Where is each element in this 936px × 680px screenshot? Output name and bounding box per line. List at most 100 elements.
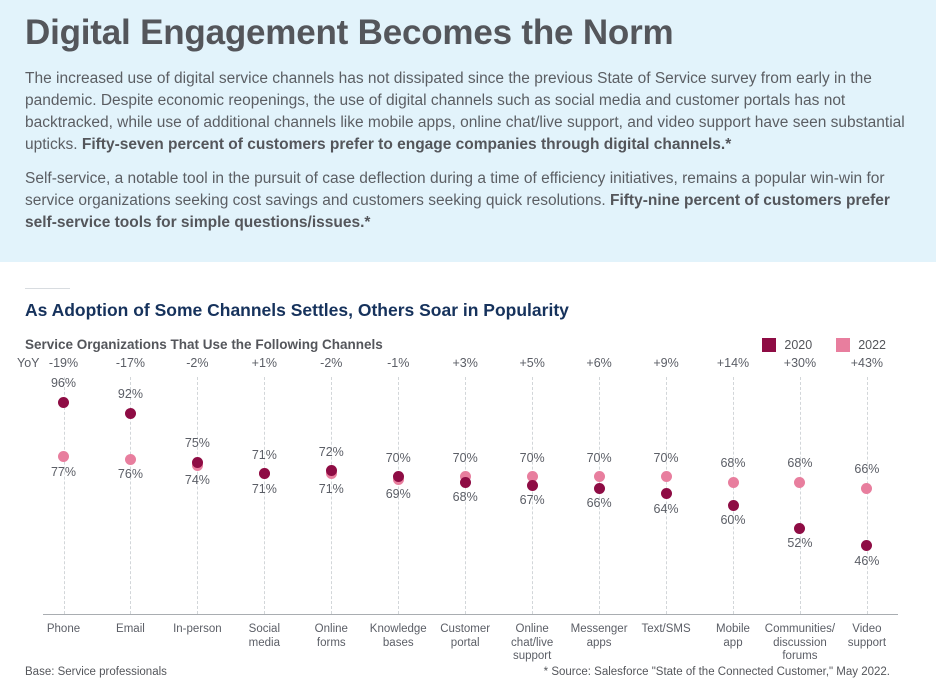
value-label-2022: 76% [117, 467, 143, 482]
category-gridline [398, 377, 400, 614]
yoy-value: +14% [716, 356, 750, 370]
yoy-value: +30% [783, 356, 817, 370]
yoy-value: -17% [115, 356, 146, 370]
source-note: * Source: Salesforce "State of the Conne… [543, 666, 890, 678]
category-label: Knowledge bases [369, 623, 427, 649]
value-label-2022: 68% [787, 456, 813, 471]
chart-subtitle: Service Organizations That Use the Follo… [25, 337, 383, 352]
category-label: Communities/ discussion forums [764, 623, 836, 662]
value-label-2020: 75% [184, 436, 210, 451]
dot-2022 [526, 471, 538, 483]
value-label-2022: 66% [854, 462, 880, 477]
hero-section: Digital Engagement Becomes the Norm The … [0, 0, 936, 262]
value-label-2022: 70% [452, 450, 478, 465]
legend-label-2022: 2022 [858, 337, 886, 352]
yoy-value: +1% [251, 356, 278, 370]
value-label-2020: 92% [117, 387, 143, 402]
hero-paragraph-2-text: Self-service, a notable tool in the purs… [25, 170, 885, 209]
dot-plot-chart: YoY -19% 96% 77% Phone -17% 92% 76% Email -2% 75%… [0, 354, 936, 666]
chart-subtitle-row: Service Organizations That Use the Follo… [25, 337, 886, 352]
dot-2022 [58, 451, 69, 463]
value-label-2020: 67% [519, 493, 545, 508]
chart-legend: 2020 2022 [762, 337, 886, 352]
value-label-2022: 71% [251, 447, 277, 462]
yoy-value: +6% [586, 356, 612, 370]
yoy-value: -2% [186, 356, 209, 370]
category-gridline [63, 377, 65, 614]
dot-2020 [794, 522, 806, 534]
dot-2020 [593, 482, 605, 494]
category-label: Mobile app [716, 623, 750, 649]
chart-footnotes: Base: Service professionals * Source: Sa… [25, 666, 890, 678]
value-label-2020: 46% [854, 553, 880, 568]
dot-2020 [191, 456, 203, 468]
category-label: In-person [173, 623, 222, 635]
dot-2022 [861, 482, 873, 494]
value-label-2020: 72% [318, 444, 344, 459]
value-label-2020: 68% [452, 490, 478, 505]
category-label: Messenger apps [570, 623, 628, 649]
value-label-2022: 74% [184, 473, 210, 488]
value-label-2020: 60% [720, 513, 746, 528]
category-label: Customer portal [440, 623, 491, 649]
dot-2020 [258, 468, 270, 480]
chart-heading: As Adoption of Some Channels Settles, Ot… [25, 300, 569, 320]
yoy-value: +3% [452, 356, 478, 370]
dot-2022 [124, 453, 136, 465]
value-label-2022: 70% [519, 450, 545, 465]
category-label: Text/SMS [641, 623, 691, 635]
yoy-value: -1% [387, 356, 410, 370]
dot-2020 [392, 471, 404, 483]
dot-2020 [660, 488, 672, 500]
value-label-2020: 96% [50, 376, 77, 390]
category-label: Phone [46, 623, 81, 635]
category-label: Online forms [314, 623, 348, 649]
dot-2022 [593, 471, 605, 483]
yoy-axis-label: YoY [17, 356, 40, 370]
hero-paragraph-2: Self-service, a notable tool in the purs… [25, 168, 911, 234]
yoy-value: -19% [48, 356, 79, 370]
value-label-2022: 70% [653, 450, 679, 465]
category-gridline [733, 377, 734, 614]
dot-2022 [459, 471, 471, 483]
dot-2020 [124, 407, 136, 419]
value-label-2020: 66% [586, 496, 612, 511]
dot-2020 [58, 396, 69, 408]
page-title: Digital Engagement Becomes the Norm [25, 13, 674, 52]
value-label-2022: 71% [318, 481, 344, 496]
category-label: Social media [248, 623, 280, 649]
dot-2020 [861, 540, 873, 551]
category-gridline [264, 377, 266, 614]
legend-item-2020: 2020 [762, 337, 813, 352]
category-gridline [331, 377, 333, 614]
hero-paragraph-1-text: The increased use of digital service cha… [25, 70, 905, 153]
value-label-2020: 71% [251, 481, 277, 496]
category-gridline [197, 377, 199, 614]
yoy-value: +9% [653, 356, 679, 370]
value-label-2022: 70% [586, 450, 612, 465]
yoy-value: +5% [519, 356, 545, 370]
dot-2020 [325, 465, 337, 477]
section-divider [25, 288, 70, 289]
category-gridline [465, 377, 467, 614]
base-note: Base: Service professionals [25, 666, 167, 678]
yoy-value: -2% [320, 356, 343, 370]
category-label: Online chat/live support [511, 623, 554, 662]
yoy-value: +43% [850, 356, 884, 370]
dot-2020 [526, 479, 538, 491]
category-label: Video support [847, 623, 887, 649]
legend-swatch-2022 [836, 337, 851, 352]
dot-2022 [727, 476, 739, 488]
legend-label-2020: 2020 [784, 337, 813, 352]
dot-2020 [459, 476, 471, 488]
category-gridline [532, 377, 534, 614]
hero-paragraph-2-highlight: Fifty-nine percent of customers prefer s… [25, 192, 890, 231]
hero-paragraph-1: The increased use of digital service cha… [25, 68, 911, 156]
value-label-2022: 68% [720, 456, 746, 471]
value-label-2020: 64% [653, 501, 679, 516]
category-gridline [599, 377, 601, 614]
value-label-2020: 70% [385, 450, 411, 465]
category-gridline [130, 377, 132, 614]
value-label-2022: 77% [50, 464, 77, 479]
